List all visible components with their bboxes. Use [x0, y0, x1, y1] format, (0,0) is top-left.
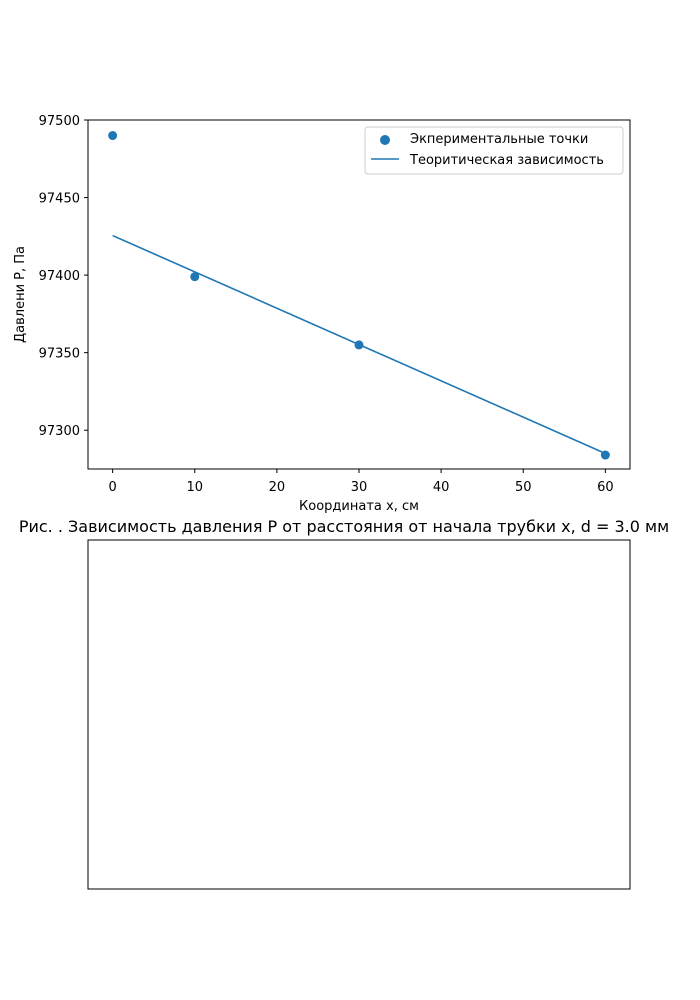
- y-tick-label: 97400: [39, 269, 80, 284]
- y-tick-label: 97300: [39, 424, 80, 439]
- legend-marker-scatter: [380, 135, 390, 145]
- y-tick-label: 97450: [39, 192, 80, 207]
- x-tick-label: 30: [351, 480, 368, 495]
- x-tick-label: 50: [515, 480, 532, 495]
- y-axis-label: Давлени P, Па: [13, 246, 28, 343]
- experimental-point: [354, 340, 364, 350]
- x-tick-label: 10: [186, 480, 203, 495]
- x-tick-label: 0: [108, 480, 116, 495]
- x-axis-ticks: 0 10 20 30 40 50 60: [108, 469, 614, 495]
- empty-chart: [87, 539, 631, 890]
- x-tick-label: 40: [433, 480, 450, 495]
- x-axis-label: Координата x, см: [299, 499, 419, 514]
- pressure-chart: 0 10 20 30 40 50 60 9730097350974009745097500 …: [13, 114, 631, 514]
- x-tick-label: 20: [269, 480, 286, 495]
- experimental-point: [600, 450, 610, 460]
- legend: Экпериментальные точки Теоритическая зав…: [364, 126, 624, 175]
- y-tick-label: 97500: [39, 114, 80, 129]
- legend-box: [364, 126, 624, 175]
- experimental-point: [190, 272, 200, 282]
- data-marks: [108, 131, 610, 460]
- figure-caption: Рис. . Зависимость давления P от расстоя…: [19, 517, 669, 536]
- legend-entry-theoretical: Теоритическая зависимость: [409, 153, 604, 168]
- experimental-point: [108, 131, 118, 141]
- empty-plot-frame: [87, 539, 631, 890]
- y-tick-label: 97350: [39, 347, 80, 362]
- legend-entry-experimental: Экпериментальные точки: [410, 132, 588, 147]
- x-tick-label: 60: [597, 480, 614, 495]
- y-axis-ticks: 97300 97350 97400 97450 97500: [39, 114, 88, 439]
